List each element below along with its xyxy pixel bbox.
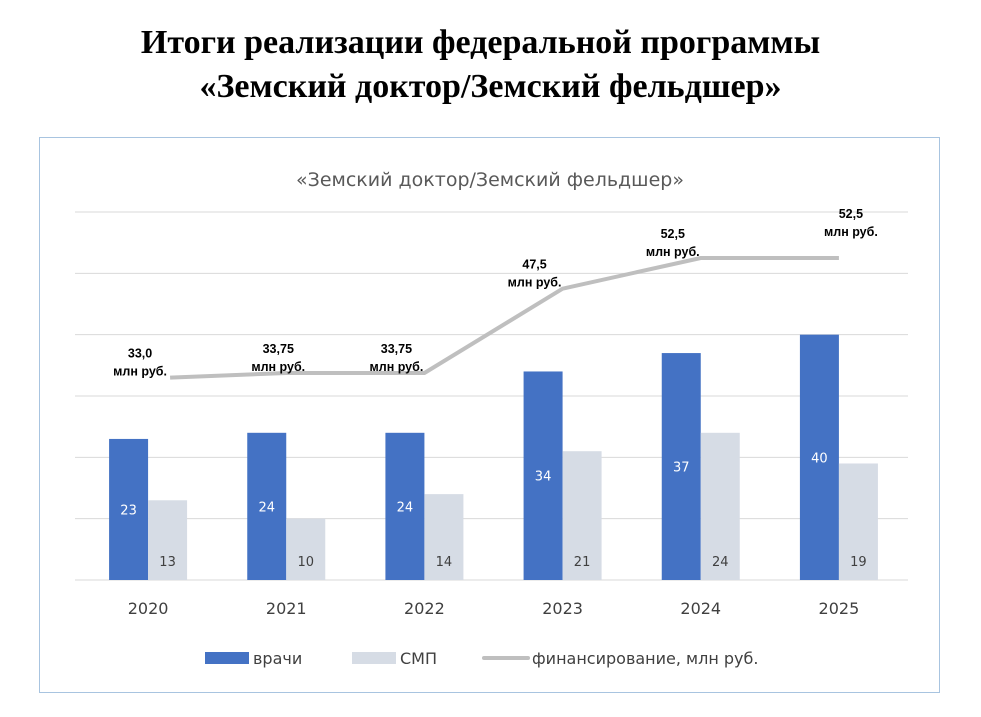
bar-label: 10	[297, 555, 314, 570]
x-tick-label: 2023	[542, 599, 583, 618]
line-unit-label: млн руб.	[251, 360, 305, 374]
legend-label-vrachi: врачи	[253, 649, 302, 668]
line-financing	[170, 256, 839, 380]
bar-label: 21	[574, 555, 591, 570]
bar-smp-2023	[562, 451, 602, 580]
bar-label: 37	[673, 461, 690, 476]
bar-vrachi-2023	[523, 371, 563, 580]
bar-vrachi-2021	[247, 432, 287, 580]
bar-label: 19	[850, 555, 867, 570]
line-value-label: 33,75	[381, 342, 412, 356]
legend-label-financing: финансирование, млн руб.	[532, 649, 758, 668]
legend-swatch-vrachi	[205, 652, 249, 664]
bar-label: 24	[397, 500, 414, 515]
line-value-label: 33,75	[263, 342, 294, 356]
line-value-label: 33,0	[128, 347, 152, 361]
bar-label: 13	[159, 555, 176, 570]
chart-frame	[39, 137, 940, 693]
bar-label: 24	[712, 555, 729, 570]
line-unit-label: млн руб.	[113, 365, 167, 379]
bar-smp-2025	[838, 463, 878, 580]
page-heading-line1: Итоги реализации федеральной программы	[140, 24, 821, 61]
bar-vrachi-2024	[661, 353, 701, 580]
x-tick-label: 2024	[680, 599, 721, 618]
line-unit-label: млн руб.	[370, 360, 424, 374]
bar-smp-2021	[286, 518, 326, 580]
line-value-label: 47,5	[522, 258, 546, 272]
bar-label: 23	[120, 503, 137, 518]
x-tick-label: 2025	[819, 599, 860, 618]
line-unit-label: млн руб.	[824, 225, 878, 239]
bar-smp-2020	[148, 500, 188, 580]
page-heading-line2: «Земский доктор/Земский фельдшер»	[199, 68, 782, 105]
bar-smp-2024	[700, 432, 740, 580]
x-tick-label: 2022	[404, 599, 445, 618]
bar-vrachi-2022	[385, 432, 425, 580]
bar-vrachi-2025	[799, 334, 839, 580]
line-value-label: 52,5	[839, 207, 863, 221]
bar-label: 40	[811, 451, 828, 466]
bar-label: 14	[436, 555, 453, 570]
chart-title: «Земский доктор/Земский фельдшер»	[296, 169, 684, 191]
bar-smp-2022	[424, 494, 464, 580]
legend-label-smp: СМП	[400, 649, 437, 668]
legend-swatch-smp	[352, 652, 396, 664]
bar-vrachi-2020	[109, 438, 149, 580]
bar-label: 24	[258, 500, 275, 515]
line-value-label: 52,5	[661, 227, 685, 241]
line-unit-label: млн руб.	[508, 276, 562, 290]
bar-label: 34	[535, 470, 552, 485]
x-tick-label: 2021	[266, 599, 307, 618]
x-tick-label: 2020	[128, 599, 169, 618]
line-unit-label: млн руб.	[646, 245, 700, 259]
